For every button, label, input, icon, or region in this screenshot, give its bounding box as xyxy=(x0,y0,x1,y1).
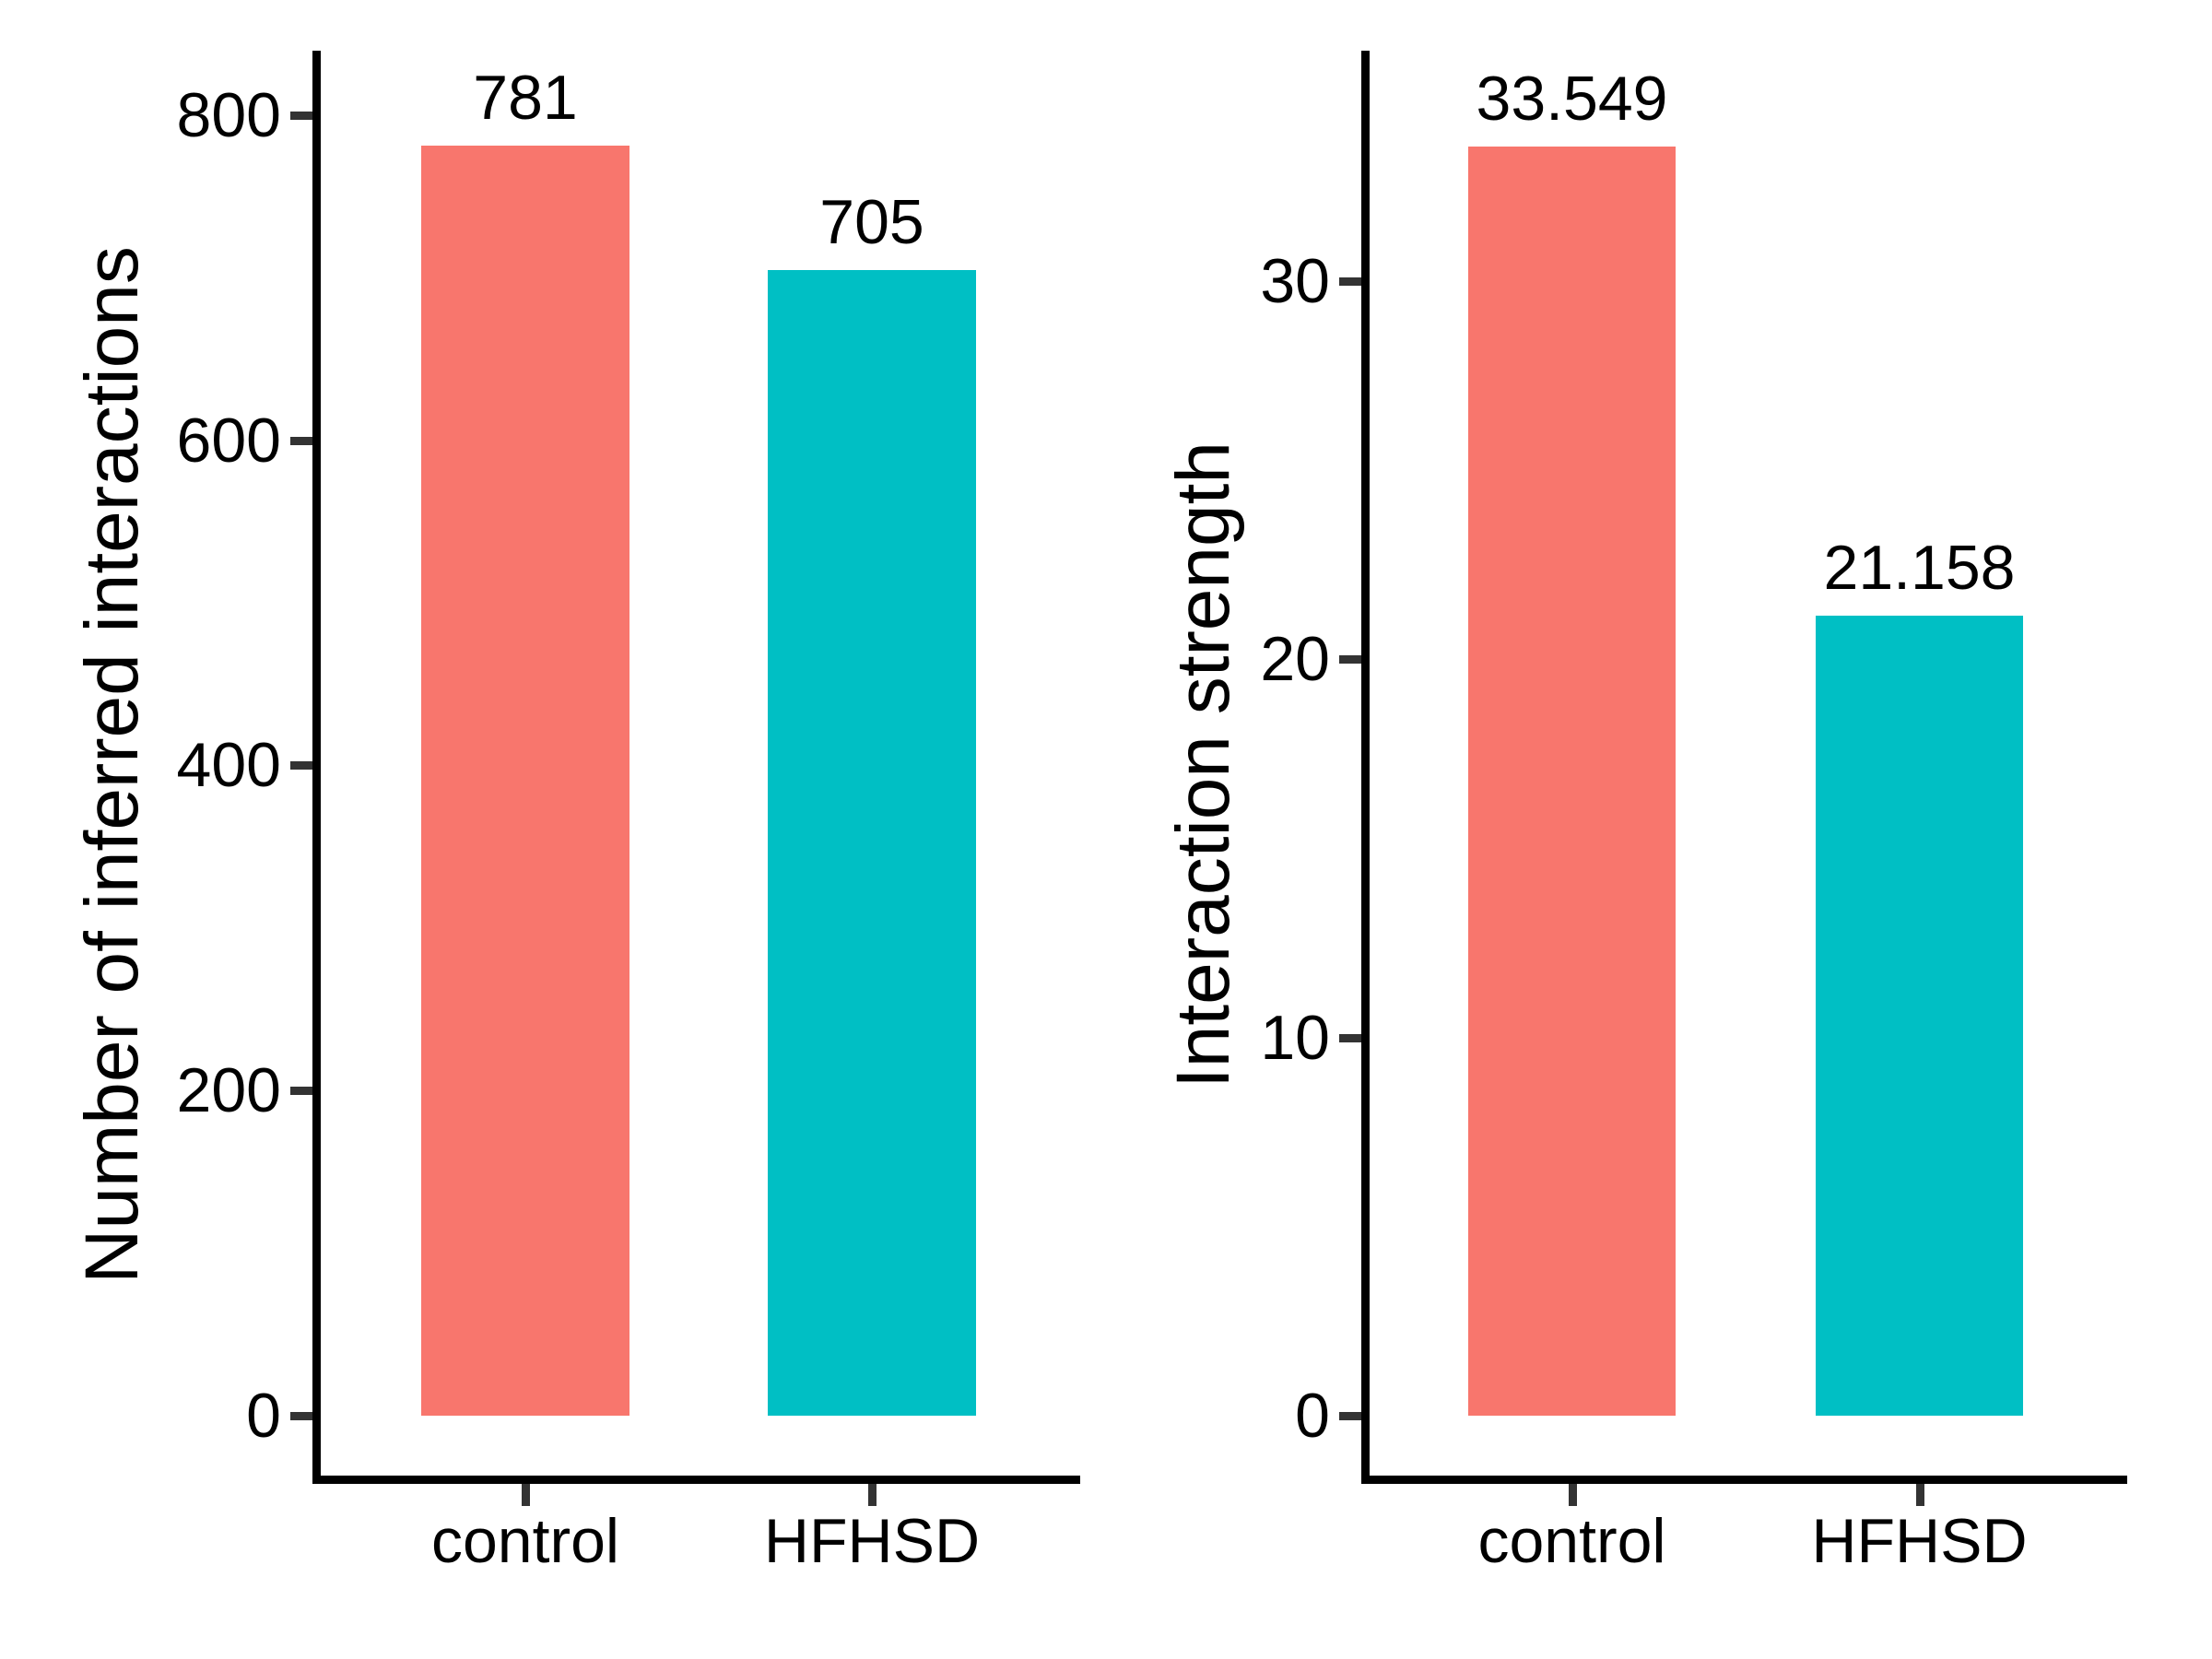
y-tick-label: 400 xyxy=(176,730,281,801)
y-tick-label: 800 xyxy=(176,79,281,150)
y-tick xyxy=(290,111,312,120)
y-tick xyxy=(290,1412,312,1420)
y-tick xyxy=(1339,1412,1361,1420)
bar-value-label: 781 xyxy=(473,63,578,134)
x-tick xyxy=(522,1484,530,1506)
x-tick xyxy=(1568,1484,1577,1506)
x-category-label: HFHSD xyxy=(763,1506,981,1576)
x-category-label: control xyxy=(430,1506,620,1576)
bar-value-label: 705 xyxy=(819,186,924,257)
x-tick xyxy=(868,1484,877,1506)
y-tick-label: 0 xyxy=(246,1381,281,1451)
y-tick xyxy=(290,1087,312,1096)
x-category-label: control xyxy=(1477,1506,1666,1576)
y-axis-line xyxy=(1361,51,1370,1484)
bar-value-label: 21.158 xyxy=(1823,532,2016,603)
y-tick xyxy=(1339,277,1361,287)
x-tick xyxy=(1915,1484,1924,1506)
y-tick-label: 20 xyxy=(1260,624,1330,695)
y-tick-label: 0 xyxy=(1295,1381,1330,1451)
bar-control xyxy=(421,146,629,1416)
bar-control xyxy=(1468,147,1676,1416)
y-tick-label: 10 xyxy=(1260,1002,1330,1073)
y-tick xyxy=(290,761,312,771)
x-category-label: HFHSD xyxy=(1811,1506,2028,1576)
y-tick xyxy=(1339,655,1361,665)
y-tick-label: 200 xyxy=(176,1055,281,1126)
y-tick xyxy=(290,436,312,445)
bar-hfhsd xyxy=(1816,615,2023,1416)
y-tick xyxy=(1339,1033,1361,1042)
y-tick-label: 600 xyxy=(176,405,281,476)
y-axis-title: Number of inferred interactions xyxy=(70,246,154,1284)
x-axis-line xyxy=(1361,1476,2127,1484)
bar-hfhsd xyxy=(768,269,976,1416)
x-axis-line xyxy=(312,1476,1080,1484)
y-axis-line xyxy=(312,51,321,1484)
y-axis-title: Interaction strength xyxy=(1161,441,1245,1088)
bar-value-label: 33.549 xyxy=(1476,64,1668,135)
y-tick-label: 30 xyxy=(1260,246,1330,317)
